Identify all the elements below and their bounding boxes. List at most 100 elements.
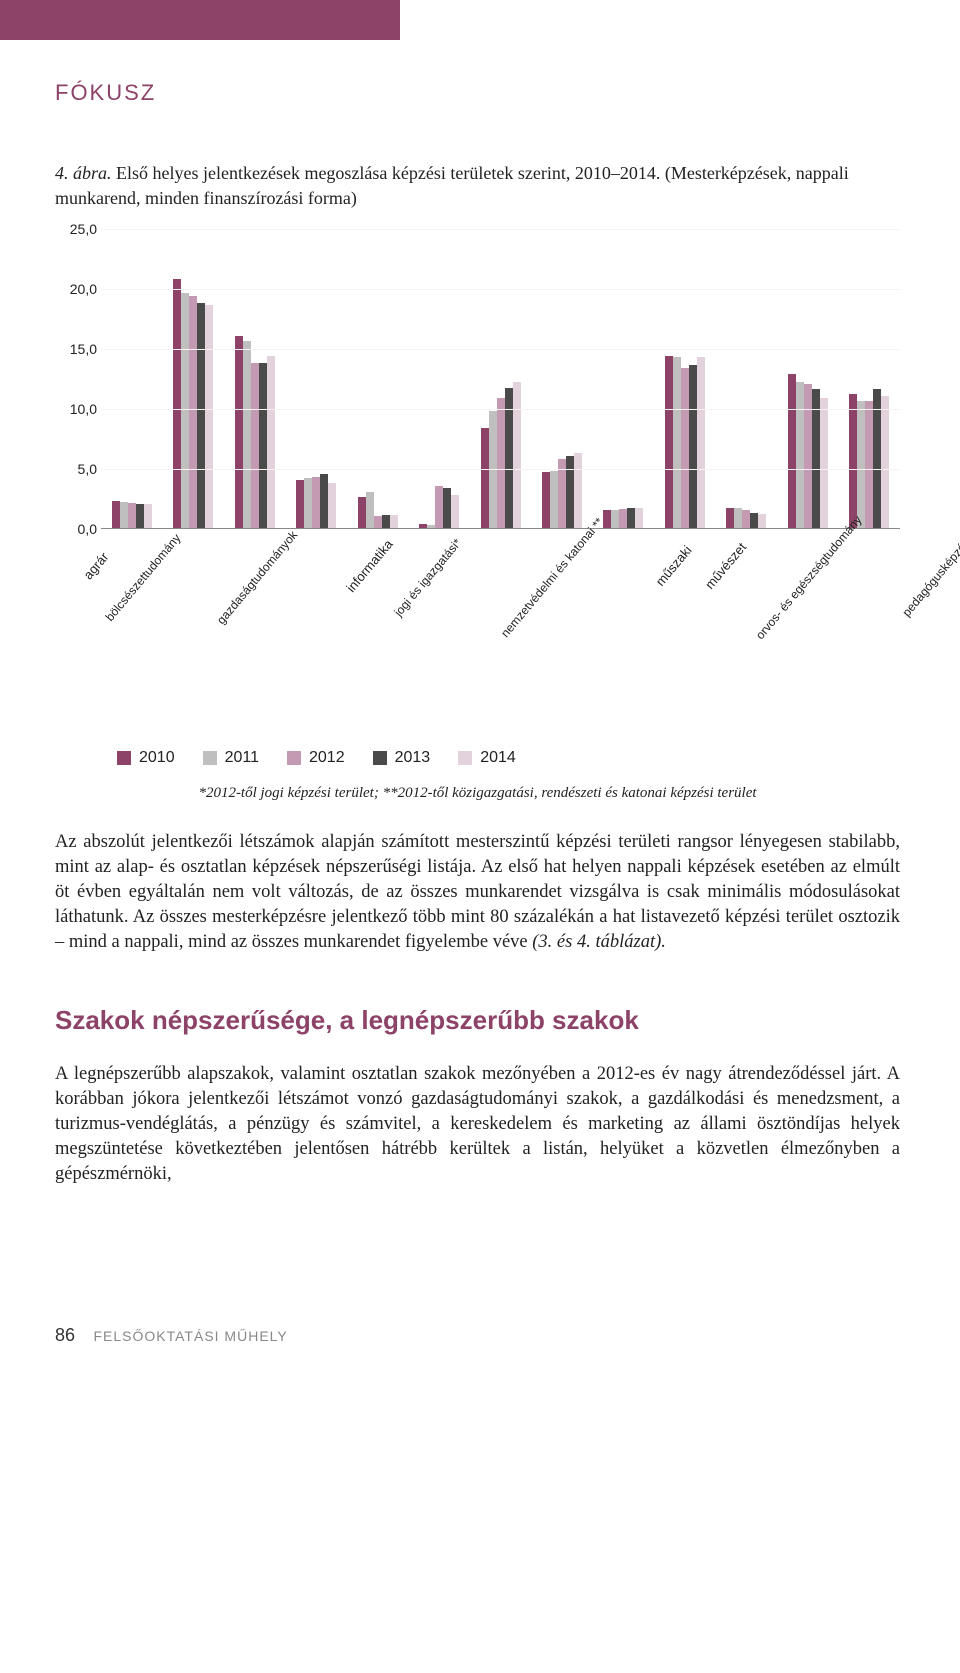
chart-bar-group — [839, 229, 900, 528]
chart-bar — [296, 480, 304, 528]
chart-bar — [665, 356, 673, 529]
chart-bar-group — [777, 229, 838, 528]
chart-bar — [136, 504, 144, 528]
chart-bar — [820, 398, 828, 529]
chart-bar-group — [593, 229, 654, 528]
chart-bar — [189, 296, 197, 529]
chart-bar — [390, 515, 398, 528]
legend-swatch — [203, 751, 217, 765]
chart-bar — [328, 483, 336, 529]
chart-bar — [574, 453, 582, 529]
legend-item: 2011 — [203, 749, 259, 767]
chart-bar-group — [285, 229, 346, 528]
chart-bar — [865, 401, 873, 528]
chart-bar — [173, 279, 181, 529]
legend-item: 2014 — [458, 749, 516, 767]
chart-bar — [635, 508, 643, 528]
section-label: FÓKUSZ — [55, 80, 960, 106]
legend-label: 2012 — [309, 749, 345, 767]
chart-bar — [796, 382, 804, 528]
legend-swatch — [458, 751, 472, 765]
chart-x-label: nemzetvédelmi és katonai ** — [498, 515, 641, 670]
chart-bar — [542, 472, 550, 528]
chart-bar — [697, 357, 705, 529]
chart-bar — [181, 293, 189, 528]
chart-bar — [312, 477, 320, 529]
figure-caption: 4. ábra. Első helyes jelentkezések megos… — [55, 161, 900, 211]
chart-bar — [259, 363, 267, 529]
chart-bar-group — [408, 229, 469, 528]
bar-chart: 0,05,010,015,020,025,0 agrárbölcsészettu… — [55, 229, 900, 767]
chart-x-label: orvos- és egészségtudomány — [753, 513, 900, 672]
chart-x-label: jogi és igazgatási* — [391, 536, 499, 649]
chart-bar-group — [347, 229, 408, 528]
legend-swatch — [117, 751, 131, 765]
chart-x-label: gazdaságtudományok — [214, 528, 335, 657]
chart-bar — [881, 396, 889, 528]
legend-label: 2013 — [395, 749, 431, 767]
chart-bar — [427, 525, 435, 529]
chart-bar-group — [162, 229, 223, 528]
chart-bar — [750, 513, 758, 529]
chart-bar — [619, 509, 627, 528]
chart-y-tick: 10,0 — [70, 401, 97, 417]
chart-bar — [304, 478, 312, 528]
chart-bar — [205, 305, 213, 528]
figure-caption-rest: Első helyes jelentkezések megoszlása kép… — [55, 163, 849, 208]
chart-bar — [120, 502, 128, 528]
chart-bar — [788, 374, 796, 529]
legend-item: 2010 — [117, 749, 175, 767]
chart-y-axis: 0,05,010,015,020,025,0 — [55, 229, 101, 529]
chart-bar — [451, 495, 459, 529]
chart-bar — [382, 515, 390, 528]
paragraph-1-text: Az abszolút jelentkezői létszámok alapjá… — [55, 832, 900, 952]
chart-bar-group — [654, 229, 715, 528]
chart-bar — [550, 471, 558, 529]
chart-bar — [435, 486, 443, 528]
chart-bar — [374, 516, 382, 528]
chart-bar — [742, 510, 750, 528]
chart-bar — [857, 401, 865, 528]
chart-y-tick: 25,0 — [70, 221, 97, 237]
chart-bar — [197, 303, 205, 529]
chart-bar — [681, 368, 689, 529]
chart-bar — [566, 456, 574, 528]
chart-bar — [513, 382, 521, 528]
chart-bar — [243, 341, 251, 528]
chart-footnote: *2012-től jogi képzési terület; **2012-t… — [55, 785, 900, 802]
chart-y-tick: 20,0 — [70, 281, 97, 297]
chart-bar — [804, 384, 812, 528]
legend-swatch — [373, 751, 387, 765]
page-content: 4. ábra. Első helyes jelentkezések megos… — [0, 106, 960, 1245]
chart-y-tick: 5,0 — [78, 461, 97, 477]
legend-label: 2014 — [480, 749, 516, 767]
chart-bar — [758, 514, 766, 528]
chart-x-label: művészet — [702, 540, 784, 621]
chart-y-tick: 0,0 — [78, 521, 97, 537]
chart-bar-group — [470, 229, 531, 528]
chart-x-label: pedagógusképzés — [899, 536, 960, 649]
page-number: 86 — [55, 1325, 75, 1346]
legend-label: 2010 — [139, 749, 175, 767]
chart-plot-area — [101, 229, 900, 529]
chart-bar — [497, 398, 505, 529]
chart-bar — [112, 501, 120, 529]
footer-label: FELSŐOKTATÁSI MŰHELY — [93, 1328, 287, 1344]
chart-bar — [320, 474, 328, 528]
chart-bar — [627, 508, 635, 528]
chart-bar-group — [716, 229, 777, 528]
chart-legend: 2010 2011 2012 2013 2014 — [117, 749, 900, 767]
chart-bar — [481, 428, 489, 529]
page-footer: 86 FELSŐOKTATÁSI MŰHELY — [0, 1325, 960, 1376]
chart-bar — [734, 508, 742, 528]
chart-bar — [419, 524, 427, 529]
chart-bar — [366, 492, 374, 528]
subheading: Szakok népszerűsége, a legnépszerűbb sza… — [55, 1005, 900, 1036]
chart-bar — [443, 488, 451, 529]
chart-bar — [128, 503, 136, 528]
chart-bar-group — [224, 229, 285, 528]
chart-bar-group — [531, 229, 592, 528]
paragraph-1-em: (3. és 4. táblázat). — [532, 932, 666, 952]
chart-bar — [251, 363, 259, 529]
legend-item: 2013 — [373, 749, 431, 767]
